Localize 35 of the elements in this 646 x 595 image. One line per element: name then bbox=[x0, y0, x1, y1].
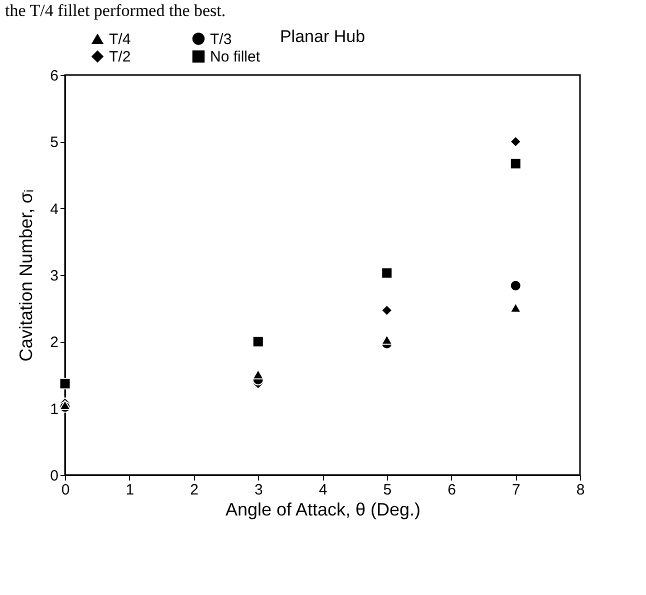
chart-title: Planar Hub bbox=[280, 27, 366, 46]
point bbox=[510, 280, 522, 292]
y-tick-label: 3 bbox=[50, 268, 58, 284]
point bbox=[252, 369, 264, 380]
point bbox=[510, 136, 522, 148]
y-tick-label: 5 bbox=[50, 134, 58, 152]
x-tick-label: 6 bbox=[448, 482, 456, 498]
legend-label: T/4 bbox=[109, 30, 131, 48]
x-tick-label: 2 bbox=[190, 482, 198, 498]
x-tick-label: 4 bbox=[318, 482, 328, 498]
point bbox=[510, 302, 522, 313]
x-tick-label: 8 bbox=[576, 482, 585, 498]
point bbox=[381, 267, 393, 279]
point bbox=[381, 304, 393, 316]
y-axis-title: Cavitation Number, σᵢ bbox=[16, 189, 36, 362]
point bbox=[510, 158, 522, 170]
x-tick-label: 1 bbox=[126, 482, 134, 498]
point bbox=[59, 400, 71, 410]
legend-label: No fillet bbox=[210, 48, 261, 66]
y-tick-label: 4 bbox=[50, 200, 58, 218]
x-tick-label: 5 bbox=[383, 482, 392, 498]
y-tick-label: 0 bbox=[50, 468, 58, 484]
legend-label: T/2 bbox=[109, 48, 131, 66]
point bbox=[59, 378, 71, 390]
text: the T/4 fillet performed the best. bbox=[5, 1, 226, 20]
x-axis-title: Angle of Attack, θ (Deg.) bbox=[225, 500, 421, 520]
point bbox=[381, 334, 393, 345]
x-tick-label: 7 bbox=[512, 482, 520, 498]
point bbox=[252, 336, 264, 348]
x-tick-label: 0 bbox=[61, 482, 70, 498]
y-tick-label: 6 bbox=[50, 68, 58, 84]
x-tick-label: 3 bbox=[254, 482, 263, 498]
y-tick-label: 2 bbox=[50, 334, 58, 352]
y-tick-label: 1 bbox=[50, 400, 58, 418]
legend-label: T/3 bbox=[210, 30, 232, 48]
